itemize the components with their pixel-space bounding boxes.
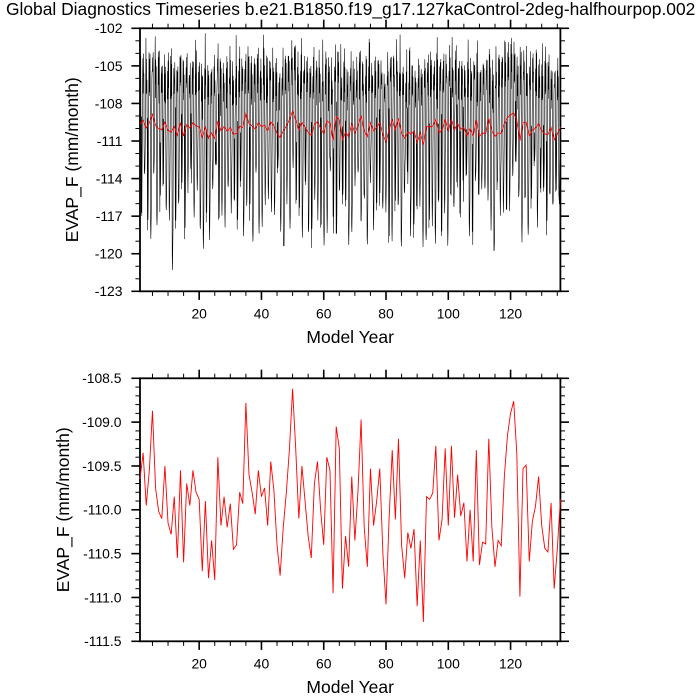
svg-text:-111.5: -111.5 — [84, 633, 122, 649]
svg-text:-117: -117 — [96, 208, 123, 224]
svg-text:100: 100 — [437, 656, 460, 672]
svg-text:100: 100 — [437, 306, 460, 322]
svg-text:120: 120 — [499, 656, 522, 672]
svg-text:20: 20 — [191, 306, 207, 322]
svg-text:-111: -111 — [97, 133, 123, 149]
svg-text:60: 60 — [316, 306, 332, 322]
svg-text:-110.0: -110.0 — [83, 502, 122, 518]
svg-text:40: 40 — [254, 656, 270, 672]
svg-text:-120: -120 — [95, 246, 123, 262]
svg-text:-111.0: -111.0 — [84, 589, 122, 605]
svg-text:-110.5: -110.5 — [83, 546, 122, 562]
svg-text:80: 80 — [378, 656, 394, 672]
svg-text:-123: -123 — [95, 283, 123, 299]
svg-text:-108: -108 — [95, 95, 123, 111]
svg-text:40: 40 — [254, 306, 270, 322]
svg-text:-108.5: -108.5 — [82, 370, 122, 386]
svg-text:-105: -105 — [95, 58, 123, 74]
svg-text:-109.5: -109.5 — [82, 458, 122, 474]
svg-text:60: 60 — [316, 656, 332, 672]
svg-text:-109.0: -109.0 — [82, 414, 122, 430]
svg-text:120: 120 — [499, 306, 522, 322]
svg-text:-114: -114 — [96, 170, 123, 186]
svg-text:80: 80 — [378, 306, 394, 322]
svg-text:EVAP_F (mm/month): EVAP_F (mm/month) — [62, 77, 83, 242]
svg-text:Global Diagnostics Timeseries: Global Diagnostics Timeseries b.e21.B185… — [6, 0, 695, 19]
svg-text:Model Year: Model Year — [306, 677, 394, 697]
svg-text:EVAP_F (mm/month): EVAP_F (mm/month) — [53, 427, 74, 592]
svg-text:Model Year: Model Year — [306, 327, 394, 347]
svg-text:-102: -102 — [95, 20, 123, 36]
svg-text:20: 20 — [191, 656, 207, 672]
